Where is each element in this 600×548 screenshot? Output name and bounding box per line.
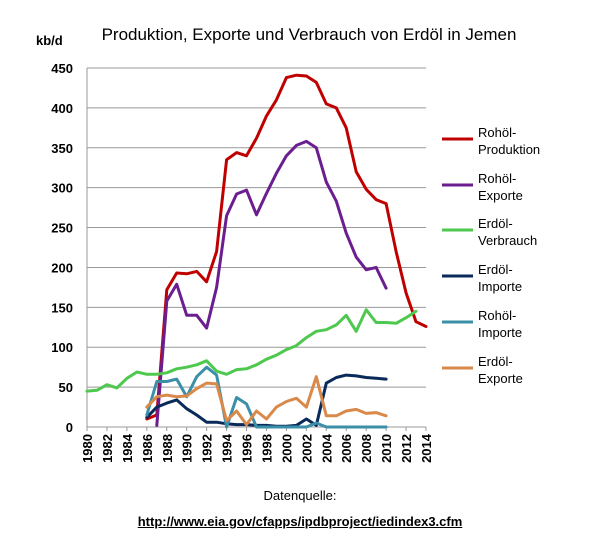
y-tick-label: 0 <box>66 420 73 435</box>
legend-label-4: Rohöl- <box>478 308 516 323</box>
y-tick-label: 150 <box>51 300 73 315</box>
x-tick-label: 2000 <box>279 434 294 463</box>
series-line-0 <box>145 73 428 421</box>
legend-label-0: Rohöl- <box>478 125 516 140</box>
y-tick-label: 100 <box>51 340 73 355</box>
y-axis-label: kb/d <box>36 33 63 48</box>
x-tick-label: 1990 <box>180 434 195 463</box>
x-tick-label: 2012 <box>399 434 414 463</box>
grid-lines <box>86 67 426 428</box>
source-label: Datenquelle: <box>263 488 337 503</box>
x-tick-label: 1984 <box>120 433 135 463</box>
legend-label-5: Erdöl- <box>478 354 513 369</box>
x-tick-label: 1996 <box>240 434 255 463</box>
legend-label-5: Exporte <box>478 371 523 386</box>
x-tick-label: 1998 <box>259 434 274 463</box>
x-tick-label: 1986 <box>140 434 155 463</box>
y-tick-labels: 0 50 100 150 200 250 300 350 400 450 <box>51 61 73 435</box>
legend: Rohöl- Produktion Rohöl- Exporte Erdöl- Verbr… <box>442 125 540 386</box>
legend-label-0: Produktion <box>478 142 540 157</box>
x-tick-label: 2010 <box>379 434 394 463</box>
y-tick-label: 300 <box>51 181 73 196</box>
legend-label-1: Rohöl- <box>478 171 516 186</box>
y-tick-label: 450 <box>51 61 73 76</box>
legend-label-3: Importe <box>478 279 522 294</box>
x-tick-label: 2014 <box>419 433 434 463</box>
x-tick-label: 2008 <box>359 434 374 463</box>
series-line-5 <box>145 375 388 427</box>
x-tick-label: 1980 <box>80 434 95 463</box>
y-tick-label: 250 <box>51 221 73 236</box>
x-tick-label: 2006 <box>339 434 354 463</box>
source-link[interactable]: http://www.eia.gov/cfapps/ipdbproject/ie… <box>137 514 463 529</box>
y-tick-label: 50 <box>59 380 73 395</box>
series-line-2 <box>85 308 418 393</box>
y-tick-label: 400 <box>51 101 73 116</box>
x-tick-label: 1992 <box>200 434 215 463</box>
series-line-3 <box>145 373 388 428</box>
chart-title: Produktion, Exporte und Verbrauch von Er… <box>102 25 517 44</box>
y-tick-label: 200 <box>51 260 73 275</box>
x-tick-label: 1988 <box>160 434 175 463</box>
legend-label-4: Importe <box>478 325 522 340</box>
legend-label-1: Exporte <box>478 188 523 203</box>
x-tick-label: 2002 <box>299 434 314 463</box>
x-tick-label: 2004 <box>319 433 334 463</box>
legend-label-2: Verbrauch <box>478 233 537 248</box>
y-tick-label: 350 <box>51 141 73 156</box>
x-tick-label: 1982 <box>100 434 115 463</box>
legend-label-3: Erdöl- <box>478 262 513 277</box>
data-series <box>85 73 428 429</box>
series-line-1 <box>155 139 388 427</box>
x-tick-labels: 1980 1982 1984 1986 1988 1990 1992 1994 1996 1998… <box>80 427 434 463</box>
x-tick-label: 1994 <box>220 433 235 463</box>
legend-label-2: Erdöl- <box>478 216 513 231</box>
